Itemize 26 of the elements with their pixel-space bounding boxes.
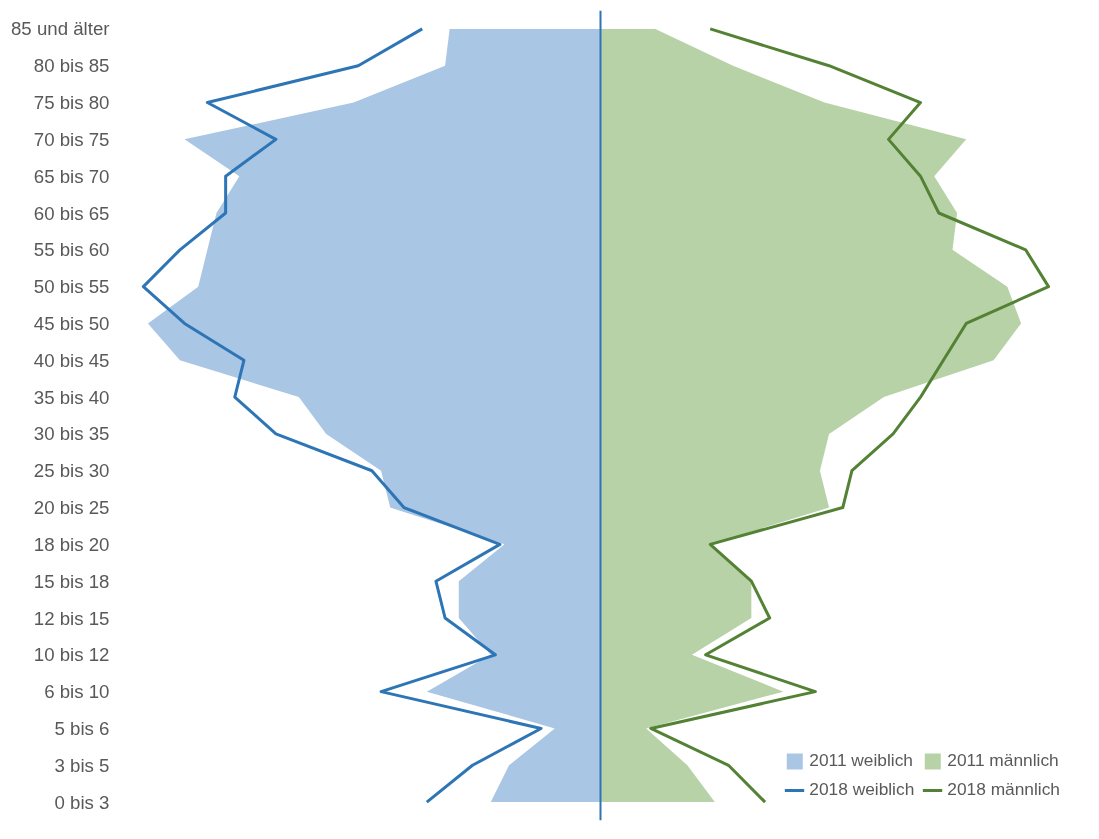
legend-label: 2018 weiblich (809, 779, 915, 800)
y-tick-label: 55 bis 60 (33, 239, 110, 261)
y-tick-label: 12 bis 15 (33, 607, 110, 629)
y-tick-label: 50 bis 55 (33, 276, 110, 298)
y-tick-label: 35 bis 40 (33, 386, 110, 408)
y-tick-label: 3 bis 5 (54, 754, 110, 776)
y-tick-label: 15 bis 18 (33, 570, 110, 592)
legend-label: 2011 weiblich (809, 750, 913, 771)
y-tick-label: 70 bis 75 (33, 128, 110, 150)
y-tick-label: 30 bis 35 (33, 423, 110, 445)
y-tick-label: 0 bis 3 (54, 791, 110, 813)
y-tick-label: 80 bis 85 (33, 55, 110, 77)
y-tick-label: 45 bis 50 (33, 312, 110, 334)
y-tick-label: 10 bis 12 (33, 644, 110, 666)
y-tick-label: 65 bis 70 (33, 165, 110, 187)
y-tick-label: 5 bis 6 (54, 717, 110, 739)
y-tick-label: 20 bis 25 (33, 497, 110, 519)
y-tick-label: 18 bis 20 (33, 533, 110, 555)
y-tick-label: 85 und älter (10, 18, 110, 40)
y-tick-label: 6 bis 10 (44, 681, 110, 703)
y-tick-label: 60 bis 65 (33, 202, 110, 224)
y-tick-label: 40 bis 45 (33, 349, 110, 371)
y-tick-label: 75 bis 80 (33, 92, 110, 114)
y-tick-label: 25 bis 30 (33, 460, 110, 482)
legend-label: 2011 männlich (947, 750, 1059, 771)
legend-label: 2018 männlich (947, 779, 1060, 800)
